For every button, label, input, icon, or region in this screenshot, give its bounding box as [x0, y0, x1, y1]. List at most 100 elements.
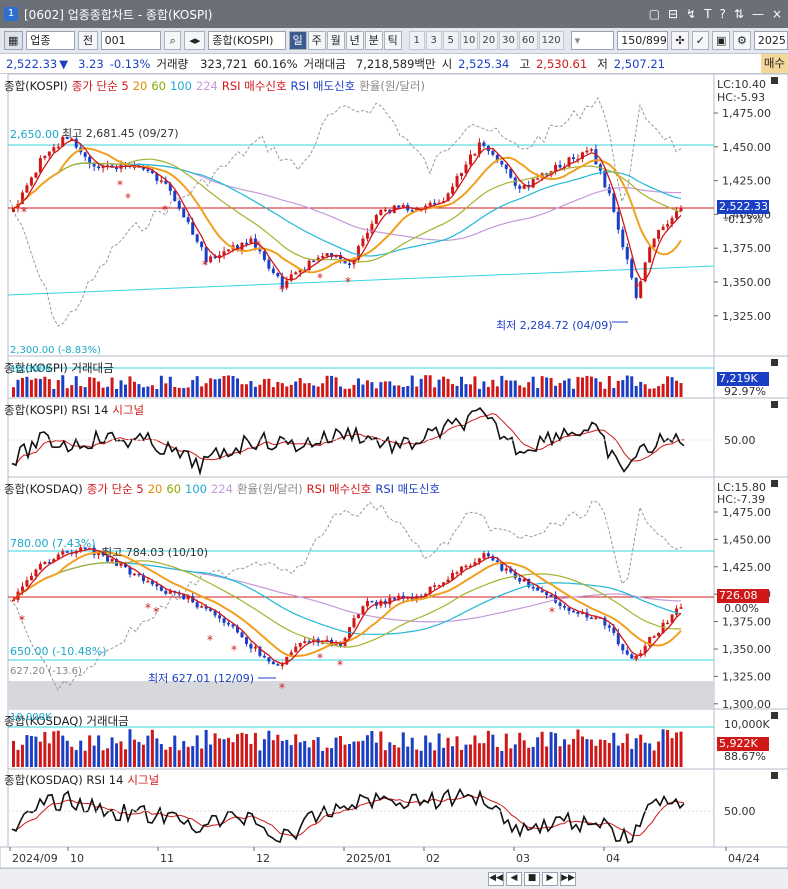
kosdaq-candle — [132, 573, 136, 576]
interval-button-60[interactable]: 60 — [518, 31, 538, 50]
kospi-volume-bar — [227, 375, 231, 397]
kosdaq-candle — [477, 558, 481, 563]
window-control-icon-4[interactable]: ? — [719, 7, 726, 21]
prev-button[interactable]: 전 — [78, 31, 98, 50]
kosdaq-candle — [554, 595, 558, 603]
chart-scrollbar[interactable]: ◀◀ ◀ ■ ▶ ▶▶ — [0, 868, 788, 889]
name-field[interactable]: 종합(KOSPI) — [208, 31, 286, 50]
scroll-button-1[interactable]: ◀ — [506, 872, 522, 886]
kospi-volume-bar — [294, 381, 298, 397]
period-tab-3[interactable]: 년 — [345, 31, 364, 50]
kosdaq-volume-bar — [648, 743, 652, 767]
high-label: 고 — [519, 56, 530, 71]
x-tick-0: 2024/09 — [12, 852, 58, 865]
market-select[interactable]: 업종 — [26, 31, 76, 50]
interval-button-30[interactable]: 30 — [499, 31, 518, 50]
kospi-candle — [155, 173, 159, 181]
buy-tab[interactable]: 매수 — [760, 54, 788, 73]
code-input[interactable]: 001 — [100, 31, 161, 50]
window-control-icon-3[interactable]: T — [704, 7, 712, 21]
kosdaq-volume-bar — [200, 748, 204, 767]
crosshair-icon[interactable]: ✣ — [671, 31, 689, 50]
speaker-icon[interactable]: ◂▸ — [184, 31, 206, 50]
scroll-button-0[interactable]: ◀◀ — [488, 872, 504, 886]
kospi-volume-bar — [406, 386, 410, 397]
kosdaq-candle — [428, 586, 432, 594]
kospi-candle — [316, 257, 320, 261]
kosdaq-candle — [536, 587, 540, 591]
settings-icon[interactable]: ⚙ — [732, 31, 751, 50]
interval-button-1[interactable]: 1 — [408, 31, 425, 50]
kosdaq-volume-bar — [173, 735, 177, 767]
kosdaq-candle — [253, 646, 257, 649]
kospi-volume-bar — [276, 381, 280, 397]
kosdaq-volume-bar — [527, 747, 531, 767]
period-tab-4[interactable]: 분 — [364, 31, 383, 50]
window-control-icon-5[interactable]: ⇅ — [733, 7, 744, 21]
count-input[interactable]: 150/899 — [617, 31, 669, 50]
period-tab-5[interactable]: 틱 — [383, 31, 402, 50]
kosdaq-candle — [65, 551, 69, 553]
grid-icon[interactable]: ▦ — [4, 31, 24, 50]
kospi-support-line — [7, 265, 715, 296]
search-icon[interactable]: ⌕ — [163, 31, 182, 50]
save-icon[interactable]: ▣ — [711, 31, 730, 50]
kosdaq-volume-bar — [83, 750, 87, 767]
kosdaq-volume-bar — [513, 744, 517, 767]
kosdaq-volume-bar — [433, 750, 437, 767]
interval-button-5[interactable]: 5 — [442, 31, 459, 50]
kosdaq-candle — [12, 599, 15, 602]
kosdaq-volume-bar — [236, 734, 239, 767]
kospi-candle — [168, 183, 172, 191]
kospi-candle — [594, 149, 598, 165]
kospi-candle — [518, 185, 522, 189]
kospi-volume-bar — [549, 377, 553, 397]
kospi-volume-bar — [137, 384, 141, 397]
kospi-candle — [397, 205, 401, 208]
kosdaq-candle — [365, 600, 369, 607]
period-tab-1[interactable]: 주 — [307, 31, 326, 50]
interval-button-120[interactable]: 120 — [538, 31, 564, 50]
kosdaq-candle — [106, 555, 110, 562]
kosdaq-candle — [186, 596, 190, 600]
kospi-candle — [285, 280, 289, 288]
kosdaq-candle — [38, 563, 42, 570]
check-icon[interactable]: ✓ — [691, 31, 709, 50]
kosdaq-candle — [486, 553, 490, 557]
scroll-button-2[interactable]: ■ — [524, 872, 540, 886]
window-control-icon-7[interactable]: × — [771, 7, 782, 21]
scroll-button-4[interactable]: ▶▶ — [560, 872, 576, 886]
kospi-volume-bar — [128, 376, 132, 397]
kosdaq-candle — [52, 559, 56, 563]
window-control-icon-0[interactable]: ▢ — [648, 7, 661, 21]
window-control-icon-1[interactable]: ⊟ — [668, 7, 679, 21]
kosdaq-candle — [442, 582, 446, 586]
kospi-volume-bar — [115, 388, 119, 397]
kosdaq-candle — [34, 569, 38, 576]
window-control-icon-6[interactable]: — — [751, 7, 764, 21]
kospi-buy-signal-icon: * — [117, 178, 123, 192]
interval-button-10[interactable]: 10 — [459, 31, 479, 50]
kospi-volume-bar — [365, 380, 369, 397]
kospi-rsi-signal-line — [11, 413, 685, 465]
kosdaq-volume-bar — [115, 743, 119, 767]
window-control-icon-2[interactable]: ↯ — [686, 7, 697, 21]
kosdaq-candle — [231, 624, 235, 627]
kospi-candle — [83, 152, 87, 157]
period-tab-0[interactable]: 일 — [288, 31, 307, 50]
kospi-candle — [509, 168, 513, 178]
interval-button-20[interactable]: 20 — [479, 31, 499, 50]
interval-button-3[interactable]: 3 — [425, 31, 442, 50]
kospi-volume-bar — [43, 376, 47, 397]
kosdaq-volume-bar — [258, 750, 262, 767]
kosdaq-volume-bar — [482, 743, 486, 767]
period-tab-2[interactable]: 월 — [326, 31, 345, 50]
kosdaq-volume-bar — [348, 743, 351, 767]
kosdaq-candle — [307, 641, 311, 643]
kospi-legend-item-7: RSI 매도신호 — [290, 79, 356, 93]
interval-dropdown[interactable]: ▾ — [570, 31, 615, 50]
kospi-candle — [61, 136, 65, 147]
date-input[interactable]: 2025 — [753, 31, 788, 50]
scroll-button-3[interactable]: ▶ — [542, 872, 558, 886]
